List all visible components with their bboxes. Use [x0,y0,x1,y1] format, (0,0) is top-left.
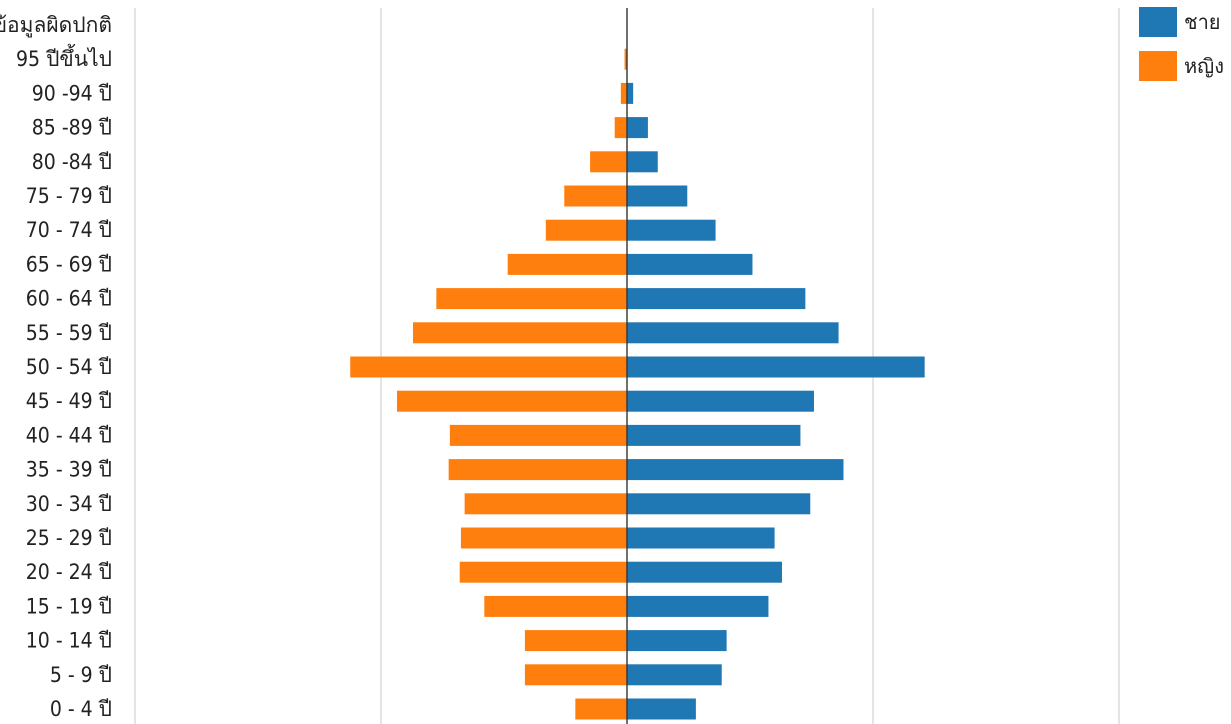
bars [350,48,925,720]
bar-female [459,561,627,583]
legend-label: หญิง [1184,54,1224,78]
y-tick-label: 35 - 39 ปี [26,458,112,482]
y-tick-label: 45 - 49 ปี [26,389,112,413]
bar-female [575,698,627,720]
bar-male [627,253,753,275]
bar-female [524,664,627,686]
bar-female [524,630,627,652]
bar-male [627,561,782,583]
bar-female [464,493,627,515]
bar-female [614,117,627,139]
legend-swatch [1139,7,1177,37]
y-tick-label: 5 - 9 ปี [50,663,112,687]
bar-male [627,664,722,686]
bar-male [627,595,769,617]
bar-female [460,527,627,549]
y-tick-label: 60 - 64 ปี [26,287,112,311]
bar-male [627,151,658,173]
bar-female [449,424,627,446]
y-tick-label: 20 - 24 ปี [26,560,112,584]
bar-female [620,82,627,104]
y-tick-label: 25 - 29 ปี [26,526,112,550]
legend-label: ชาย [1184,10,1221,34]
y-tick-label: 55 - 59 ปี [26,321,112,345]
bar-female [350,356,627,378]
bar-male [627,390,814,412]
y-tick-label: 70 - 74 ปี [26,218,112,242]
bar-male [627,630,727,652]
bar-male [627,219,716,241]
y-tick-label: 90 -94 ปี [32,81,112,105]
bar-male [627,459,844,481]
bar-male [627,527,775,549]
legend-swatch [1139,51,1177,81]
bar-male [627,82,634,104]
bar-male [627,117,648,139]
y-tick-label: 50 - 54 ปี [26,355,112,379]
bar-female [507,253,627,275]
bar-female [412,322,627,344]
y-tick-label: 85 -89 ปี [32,116,112,140]
bar-male [627,356,925,378]
bar-male [627,322,839,344]
bar-female [545,219,627,241]
bar-female [624,48,627,70]
bar-male [627,288,806,310]
bar-male [627,185,688,207]
y-axis-tick-labels: ข้อมูลผิดปกติ 95 ปีขึ้นไป 90 -94 ปี 85 -89 … [0,13,112,721]
bar-male [627,424,801,446]
y-tick-label: 15 - 19 ปี [26,594,112,618]
y-tick-label: 95 ปีขึ้นไป [16,44,112,71]
bar-female [590,151,627,173]
y-tick-label: ข้อมูลผิดปกติ [0,13,112,38]
y-tick-label: 75 - 79 ปี [26,184,112,208]
y-tick-label: 65 - 69 ปี [26,252,112,276]
y-tick-label: 0 - 4 ปี [50,697,112,721]
bar-female [564,185,627,207]
y-tick-label: 30 - 34 ปี [26,492,112,516]
bar-female [396,390,627,412]
y-tick-label: 40 - 44 ปี [26,423,112,447]
y-tick-label: 80 -84 ปี [32,150,112,174]
bar-male [627,698,696,720]
bar-male [627,493,811,515]
y-tick-label: 10 - 14 ปี [26,629,112,653]
bar-female [448,459,627,481]
bar-female [484,595,627,617]
bar-female [436,288,627,310]
